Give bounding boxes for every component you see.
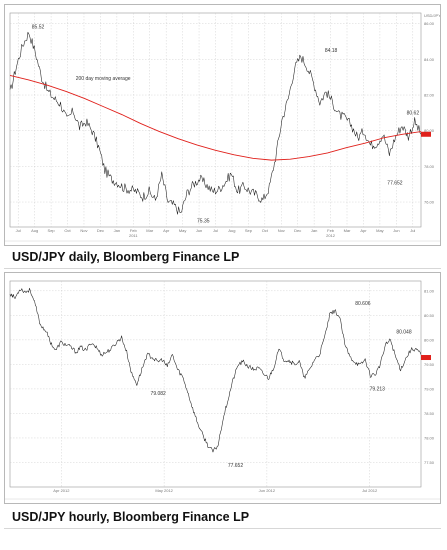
price-annotation: 77.652 bbox=[228, 463, 244, 469]
x-tick-label: Apr 2012 bbox=[53, 488, 70, 493]
x-tick-label: Jun bbox=[393, 228, 399, 233]
y-tick-label: 79.50 bbox=[424, 362, 435, 367]
x-tick-label: Jun 2012 bbox=[259, 488, 276, 493]
price-annotation: 80.048 bbox=[396, 330, 412, 336]
y-tick-label: 80.00 bbox=[424, 337, 435, 342]
daily-chart-caption: USD/JPY daily, Bloomberg Finance LP bbox=[12, 250, 240, 264]
x-tick-label: Jul bbox=[16, 228, 21, 233]
y-tick-label: 78.50 bbox=[424, 411, 435, 416]
y-tick-label: 82.00 bbox=[424, 93, 435, 98]
y-tick-label: 81.00 bbox=[424, 288, 435, 293]
x-tick-label: Dec bbox=[294, 228, 301, 233]
series-label: USD/JPY bbox=[424, 13, 440, 18]
daily-chart: 86.00 84.00 82.00 80.00 78.00 76.00 Jul Aug Sep O… bbox=[5, 12, 440, 242]
price-annotation: 79.082 bbox=[151, 391, 167, 397]
x-tick-label: Feb bbox=[327, 228, 335, 233]
y-tick-label: 79.00 bbox=[424, 386, 435, 391]
y-tick-label: 77.50 bbox=[424, 460, 435, 465]
x-tick-label: May bbox=[376, 228, 384, 233]
x-tick-label: Aug bbox=[31, 228, 38, 233]
x-tick-label: Jan bbox=[311, 228, 317, 233]
daily-chart-panel: 86.00 84.00 82.00 80.00 78.00 76.00 Jul Aug Sep O… bbox=[4, 4, 441, 246]
x-tick-label: Sep bbox=[48, 228, 56, 233]
x-tick-label: Sep bbox=[245, 228, 253, 233]
last-price-marker bbox=[421, 131, 431, 137]
divider bbox=[4, 528, 441, 529]
x-tick-label: Mar bbox=[146, 228, 154, 233]
year-label: 2011 bbox=[129, 233, 138, 238]
hourly-chart-panel: 81.00 80.50 80.00 79.50 79.00 78.50 78.00 77.50… bbox=[4, 272, 441, 504]
x-tick-label: May 2012 bbox=[155, 488, 173, 493]
price-annotation: 85.52 bbox=[32, 24, 45, 30]
x-tick-label: Jun bbox=[196, 228, 202, 233]
x-tick-label: Nov bbox=[278, 228, 285, 233]
x-tick-label: Mar bbox=[344, 228, 352, 233]
price-annotation: 84.18 bbox=[325, 48, 338, 54]
price-annotation: 80.606 bbox=[355, 301, 371, 307]
price-annotation: 80.62 bbox=[407, 111, 420, 117]
y-tick-label: 80.00 bbox=[424, 128, 435, 133]
plot-frame bbox=[9, 12, 422, 228]
price-annotation: 77.652 bbox=[387, 181, 403, 187]
y-tick-label: 80.50 bbox=[424, 313, 435, 318]
price-annotation: 79.213 bbox=[370, 386, 386, 392]
y-tick-label: 86.00 bbox=[424, 21, 435, 26]
x-tick-label: Oct bbox=[64, 228, 71, 233]
y-tick-label: 84.00 bbox=[424, 57, 435, 62]
x-tick-label: Jan bbox=[114, 228, 120, 233]
moving-average-line bbox=[9, 74, 422, 161]
x-tick-label: May bbox=[179, 228, 187, 233]
divider bbox=[4, 268, 441, 269]
x-tick-label: Apr bbox=[163, 228, 170, 233]
x-tick-label: Jul bbox=[213, 228, 218, 233]
moving-average-label: 200 day moving average bbox=[76, 76, 131, 82]
x-tick-label: Oct bbox=[262, 228, 269, 233]
hourly-chart-caption: USD/JPY hourly, Bloomberg Finance LP bbox=[12, 510, 250, 524]
y-tick-label: 76.00 bbox=[424, 200, 435, 205]
price-series-line bbox=[9, 31, 422, 215]
price-series-line bbox=[9, 287, 422, 453]
x-tick-label: Nov bbox=[80, 228, 87, 233]
y-tick-label: 78.00 bbox=[424, 164, 435, 169]
year-label: 2012 bbox=[326, 233, 336, 238]
hourly-chart: 81.00 80.50 80.00 79.50 79.00 78.50 78.00 77.50… bbox=[5, 280, 440, 500]
plot-frame bbox=[9, 280, 422, 488]
x-tick-label: Feb bbox=[130, 228, 138, 233]
last-price-marker bbox=[421, 355, 431, 361]
x-tick-label: Jul 2012 bbox=[362, 488, 378, 493]
x-tick-label: Jul bbox=[410, 228, 415, 233]
x-tick-label: Aug bbox=[228, 228, 235, 233]
x-tick-label: Apr bbox=[360, 228, 367, 233]
x-tick-label: Dec bbox=[97, 228, 104, 233]
price-annotation: 75.35 bbox=[197, 219, 210, 225]
y-tick-label: 78.00 bbox=[424, 435, 435, 440]
